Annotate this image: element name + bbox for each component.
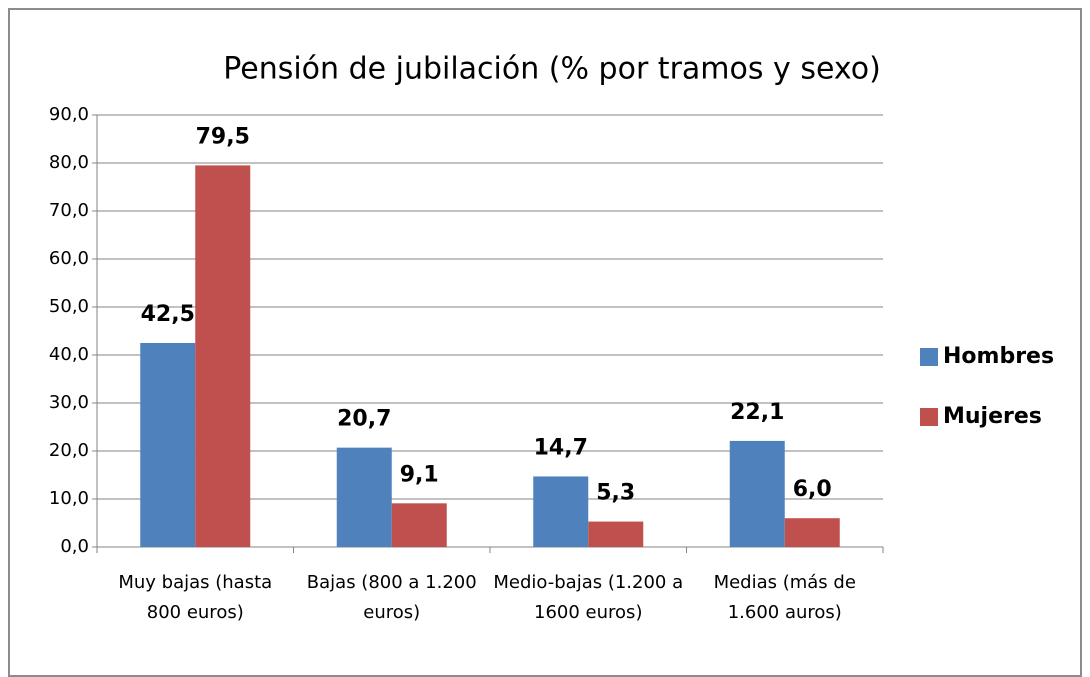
y-tick-label: 70,0 [49,200,89,221]
y-tick-label: 80,0 [49,152,89,173]
y-tick-label: 20,0 [49,440,89,461]
y-tick-label: 0,0 [60,536,89,557]
bar [533,476,589,547]
value-label: 79,5 [196,124,250,149]
legend-swatch [920,408,938,426]
bar [336,447,392,547]
chart-title: Pensión de jubilación (% por tramos y se… [223,52,881,87]
value-label: 22,1 [730,400,784,425]
y-tick-label: 40,0 [49,344,89,365]
x-tick-label: Muy bajas (hasta 800 euros) [118,572,273,623]
y-tick-label: 30,0 [49,392,89,413]
y-tick-label: 10,0 [49,488,89,509]
value-label: 42,5 [141,302,195,327]
legend-label: Hombres [943,344,1054,369]
legend-swatch [920,348,938,366]
y-tick-label: 60,0 [49,248,89,269]
y-tick-label: 90,0 [49,104,89,125]
x-tick-label: Medio-bajas (1.200 a 1600 euros) [493,572,684,623]
value-label: 5,3 [596,481,635,506]
bar [729,440,785,547]
value-label: 20,7 [337,407,391,432]
chart-frame [8,8,1082,677]
x-tick-label: Medias (más de 1.600 auros) [713,572,856,623]
value-label: 9,1 [400,462,439,487]
bar [784,518,840,547]
bar [140,343,196,547]
legend-label: Mujeres [943,404,1042,429]
y-tick-label: 50,0 [49,296,89,317]
bar [588,521,644,547]
bar [195,165,251,547]
value-label: 14,7 [534,435,588,460]
value-label: 6,0 [793,477,832,502]
x-tick-label: Bajas (800 a 1.200 euros) [306,572,477,623]
bar [391,503,447,547]
